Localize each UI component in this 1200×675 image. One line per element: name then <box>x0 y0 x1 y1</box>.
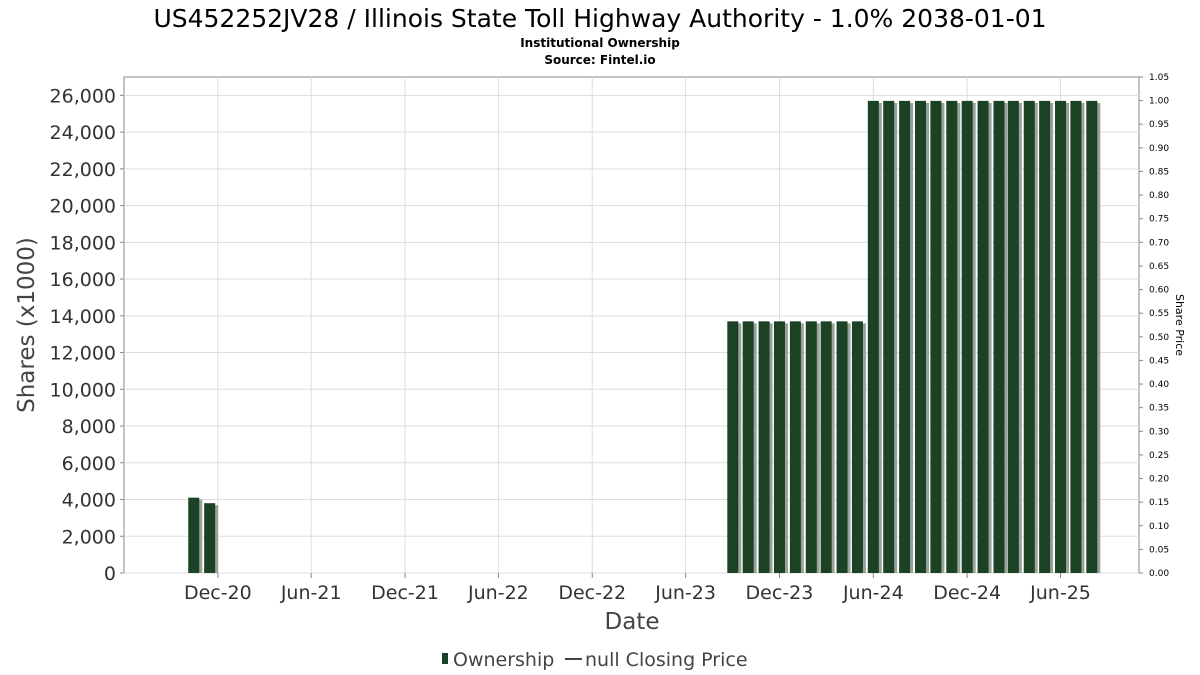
y2-tick-label: 0.40 <box>1149 380 1169 390</box>
y2-tick-label: 0.75 <box>1149 215 1169 225</box>
secondary-y-axis-label: Share Price <box>1173 294 1186 356</box>
y-tick-label: 20,000 <box>50 196 116 218</box>
x-axis-label: Date <box>605 609 660 635</box>
y2-tick-label: 1.05 <box>1149 73 1169 83</box>
y-tick-label: 2,000 <box>62 526 116 548</box>
y-axis-ticks: 0 2,000 4,000 6,000 8,000 10,000 12,000 14,000 1… <box>50 85 124 585</box>
y-tick-label: 8,000 <box>62 416 116 438</box>
chart-title: US452252JV28 / Illinois State Toll Highw… <box>153 4 1046 33</box>
y2-tick-label: 0.95 <box>1149 120 1169 130</box>
x-axis-ticks: Dec-20 Jun-21 Dec-21 Jun-22 Dec-22 Jun-23 Dec-… <box>184 573 1091 604</box>
ownership-bar <box>899 100 911 574</box>
ownership-bar <box>1023 100 1035 574</box>
y2-tick-label: 0.25 <box>1149 451 1169 461</box>
y2-tick-label: 0.55 <box>1149 309 1169 319</box>
ownership-bar <box>805 321 817 573</box>
x-tick-label: Dec-21 <box>371 582 439 604</box>
y-tick-label: 6,000 <box>62 453 116 475</box>
y-tick-label: 0 <box>104 563 116 585</box>
y2-tick-label: 0.85 <box>1149 167 1169 177</box>
y-tick-label: 16,000 <box>50 269 116 291</box>
legend: Ownership null Closing Price <box>442 649 748 671</box>
y2-tick-label: 0.35 <box>1149 404 1169 414</box>
y2-tick-label: 0.00 <box>1149 569 1169 579</box>
ownership-bar <box>961 100 973 574</box>
ownership-bar <box>820 321 832 573</box>
y-tick-label: 24,000 <box>50 122 116 144</box>
y2-tick-label: 0.45 <box>1149 356 1169 366</box>
y2-tick-label: 0.90 <box>1149 144 1169 154</box>
y-tick-label: 14,000 <box>50 306 116 328</box>
ownership-bar <box>1086 100 1098 574</box>
bar-swatch-icon <box>442 653 448 664</box>
y2-tick-label: 1.00 <box>1149 97 1169 107</box>
x-tick-label: Dec-20 <box>184 582 252 604</box>
ownership-bar <box>993 100 1005 574</box>
ownership-bar <box>915 100 927 574</box>
ownership-bar <box>758 321 770 573</box>
ownership-bar <box>1039 100 1051 574</box>
legend-item-price: null Closing Price <box>565 649 748 671</box>
x-tick-label: Jun-25 <box>1029 582 1091 604</box>
x-tick-label: Dec-24 <box>933 582 1001 604</box>
ownership-bar <box>946 100 958 574</box>
legend-item-ownership: Ownership <box>442 649 554 671</box>
y2-tick-label: 0.65 <box>1149 262 1169 272</box>
x-tick-label: Jun-23 <box>654 582 716 604</box>
ownership-bar <box>1070 100 1082 574</box>
chart-source: Source: Fintel.io <box>544 53 655 67</box>
ownership-bar <box>867 100 879 574</box>
ownership-bar <box>930 100 942 574</box>
x-tick-label: Dec-23 <box>746 582 814 604</box>
ownership-bar <box>883 100 895 574</box>
ownership-bar <box>977 100 989 574</box>
y2-tick-label: 0.80 <box>1149 191 1169 201</box>
secondary-y-axis-ticks: 0.00 0.05 0.10 0.15 0.20 0.25 0.30 0.35 0.40 0.45… <box>1139 73 1169 579</box>
y2-tick-label: 0.70 <box>1149 238 1169 248</box>
y-tick-label: 10,000 <box>50 379 116 401</box>
y-tick-label: 18,000 <box>50 232 116 254</box>
ownership-bar <box>204 503 216 573</box>
ownership-bar <box>742 321 754 573</box>
y2-tick-label: 0.50 <box>1149 333 1169 343</box>
x-tick-label: Jun-22 <box>467 582 529 604</box>
y2-tick-label: 0.30 <box>1149 427 1169 437</box>
x-tick-label: Jun-24 <box>842 582 904 604</box>
chart-subtitle: Institutional Ownership <box>520 36 680 50</box>
ownership-bar <box>188 497 200 573</box>
y2-tick-label: 0.15 <box>1149 498 1169 508</box>
ownership-bar <box>836 321 848 573</box>
x-tick-label: Jun-21 <box>280 582 342 604</box>
y2-tick-label: 0.20 <box>1149 475 1169 485</box>
y-tick-label: 26,000 <box>50 85 116 107</box>
ownership-bar <box>727 321 739 573</box>
ownership-bar <box>789 321 801 573</box>
y-tick-label: 12,000 <box>50 343 116 365</box>
y-tick-label: 4,000 <box>62 490 116 512</box>
legend-price-label: null Closing Price <box>585 649 748 671</box>
y2-tick-label: 0.60 <box>1149 286 1169 296</box>
y-tick-label: 22,000 <box>50 159 116 181</box>
y2-tick-label: 0.05 <box>1149 545 1169 555</box>
x-tick-label: Dec-22 <box>558 582 626 604</box>
ownership-bar <box>851 321 863 573</box>
ownership-bar <box>1055 100 1067 574</box>
y2-tick-label: 0.10 <box>1149 522 1169 532</box>
y-axis-label: Shares (x1000) <box>14 237 40 413</box>
legend-ownership-label: Ownership <box>453 649 554 671</box>
ownership-bar <box>1007 100 1019 574</box>
bar-series <box>188 100 1101 574</box>
ownership-bar <box>773 321 785 573</box>
